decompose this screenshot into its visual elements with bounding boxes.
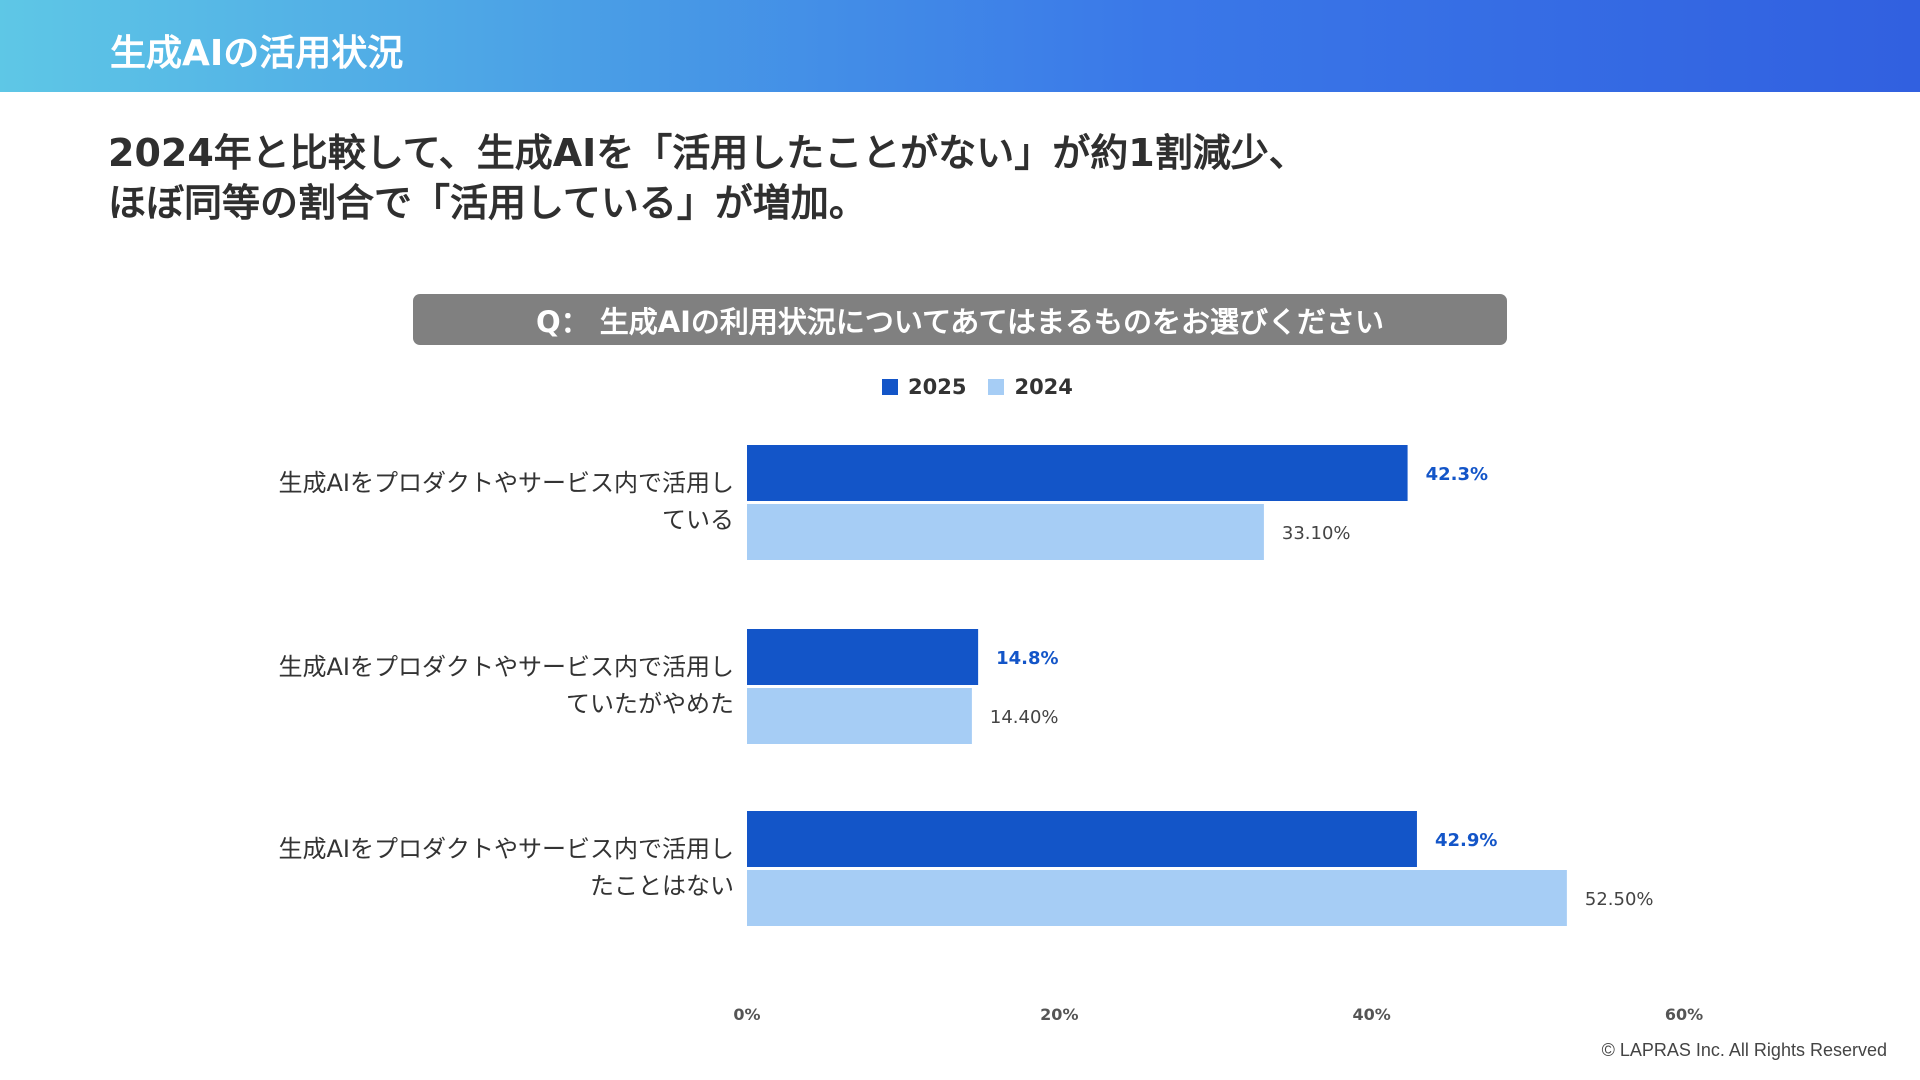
legend-swatch-2024 bbox=[988, 379, 1005, 395]
legend-swatch-2025 bbox=[882, 379, 898, 395]
category-label-stopped: 生成AIをプロダクトやサービス内で活用し ていたがやめた bbox=[254, 649, 735, 723]
bar-2025-cat3 bbox=[747, 811, 1417, 867]
headline-line-2: ほぼ同等の割合で「活用している」が増加。 bbox=[108, 181, 867, 225]
bar-2024-cat2 bbox=[747, 688, 972, 744]
x-tick-label: 20% bbox=[1040, 1005, 1078, 1024]
bar-2024-cat3 bbox=[747, 870, 1567, 926]
category-label-line: 生成AIをプロダクトやサービス内で活用し bbox=[278, 835, 735, 863]
legend-label-2025: 2025 bbox=[908, 375, 967, 399]
category-label-line: ていたがやめた bbox=[566, 690, 734, 718]
category-label-using: 生成AIをプロダクトやサービス内で活用し ている bbox=[254, 465, 735, 539]
category-label-never: 生成AIをプロダクトやサービス内で活用し たことはない bbox=[254, 831, 735, 905]
bar-2024-cat1 bbox=[747, 504, 1264, 560]
page-title: 生成AIの活用状況 bbox=[110, 33, 404, 74]
data-label-2025-cat2: 14.8% bbox=[996, 648, 1058, 669]
legend-item-2025: 2025 bbox=[882, 375, 966, 399]
copyright-footer: © LAPRAS Inc. All Rights Reserved bbox=[1601, 1040, 1887, 1060]
x-tick-label: 40% bbox=[1353, 1005, 1391, 1024]
bar-2025-cat1 bbox=[747, 445, 1408, 501]
data-label-2024-cat3: 52.50% bbox=[1585, 889, 1654, 910]
data-label-2024-cat2: 14.40% bbox=[990, 707, 1059, 728]
x-tick-label: 0% bbox=[733, 1005, 760, 1024]
category-label-line: 生成AIをプロダクトやサービス内で活用し bbox=[278, 653, 735, 681]
x-tick-label: 60% bbox=[1665, 1005, 1703, 1024]
bar-2025-cat2 bbox=[747, 629, 979, 685]
data-label-2025-cat1: 42.3% bbox=[1426, 464, 1488, 485]
chart-legend: 2025 2024 bbox=[882, 372, 1073, 402]
legend-label-2024: 2024 bbox=[1014, 375, 1073, 399]
header-band bbox=[0, 0, 1920, 92]
headline: 2024年と比較して、生成AIを「活用したことがない」が約1割減少、 ほぼ同等の… bbox=[108, 128, 1708, 228]
category-label-line: たことはない bbox=[590, 872, 734, 900]
headline-line-1: 2024年と比較して、生成AIを「活用したことがない」が約1割減少、 bbox=[108, 131, 1307, 175]
question-text: Q： 生成AIの利用状況についてあてはまるものをお選びください bbox=[535, 304, 1385, 339]
data-label-2024-cat1: 33.10% bbox=[1282, 523, 1351, 544]
legend-item-2024: 2024 bbox=[988, 375, 1073, 399]
question-banner: Q： 生成AIの利用状況についてあてはまるものをお選びください bbox=[413, 294, 1507, 345]
category-label-line: ている bbox=[662, 506, 734, 534]
category-label-line: 生成AIをプロダクトやサービス内で活用し bbox=[278, 469, 735, 497]
data-label-2025-cat3: 42.9% bbox=[1435, 830, 1497, 851]
